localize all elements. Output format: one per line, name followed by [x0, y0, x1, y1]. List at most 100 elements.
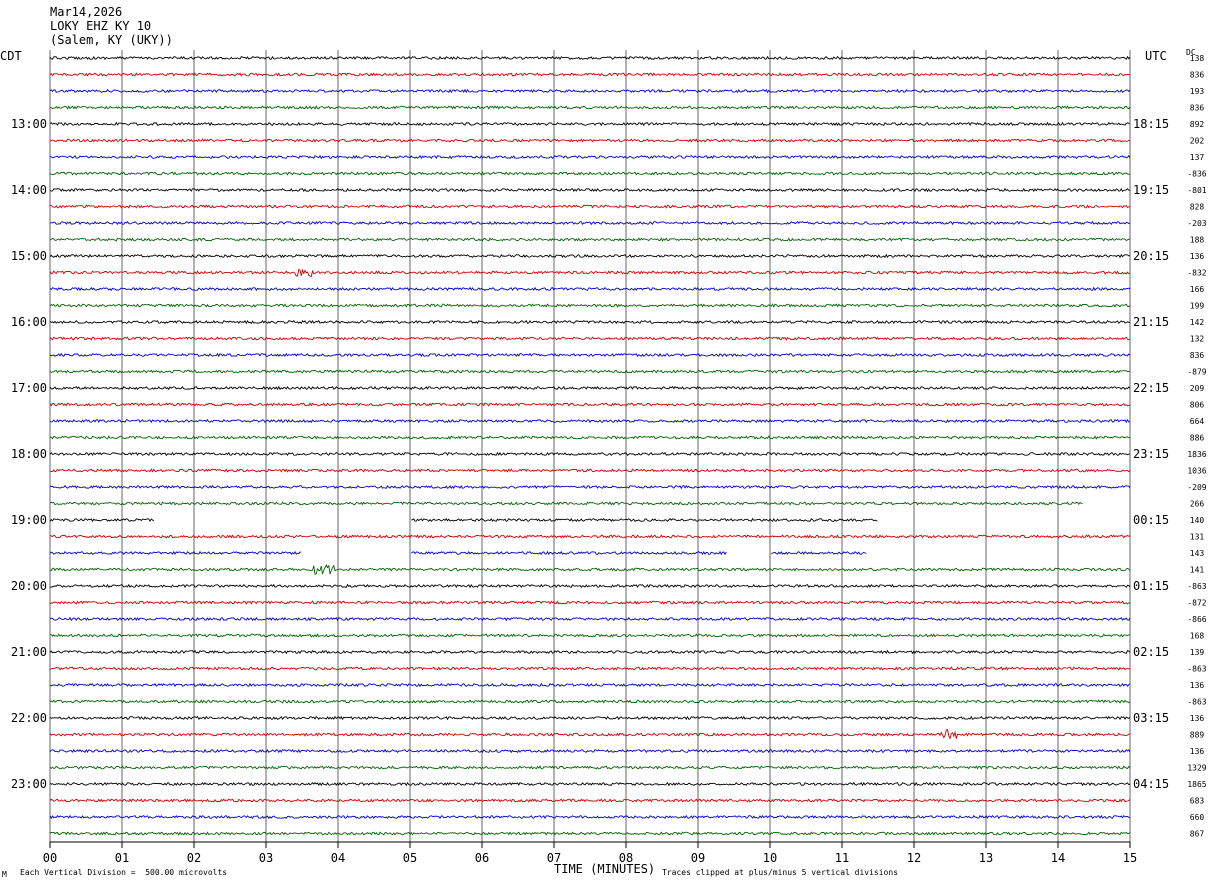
x-tick-label: 09 — [691, 851, 705, 865]
dc-offset-label: 683 — [1190, 797, 1205, 806]
dc-offset-label: -863 — [1187, 582, 1206, 591]
dc-offset-label: -832 — [1187, 269, 1206, 278]
x-tick-label: 03 — [259, 851, 273, 865]
right-hour-label: 19:15 — [1133, 183, 1169, 197]
dc-offset-label: -203 — [1187, 219, 1206, 228]
dc-header: DC — [1186, 48, 1196, 57]
right-hour-label: 01:15 — [1133, 579, 1169, 593]
seismic-trace-40 — [49, 715, 1131, 721]
dc-offset-label: 836 — [1190, 104, 1205, 113]
dc-offset-label: -209 — [1187, 483, 1206, 492]
dc-offset-label: 166 — [1190, 285, 1205, 294]
dc-offset-label: -801 — [1187, 186, 1206, 195]
left-timezone: CDT — [0, 49, 22, 63]
seismic-trace-8 — [49, 187, 1131, 193]
seismic-trace-47 — [49, 831, 1131, 836]
right-hour-label: 23:15 — [1133, 447, 1169, 461]
left-hour-label: 22:00 — [11, 711, 47, 725]
dc-offset-label: 1329 — [1187, 764, 1206, 773]
dc-offset-label: 892 — [1190, 120, 1205, 129]
seismic-trace-39 — [49, 699, 1131, 704]
seismic-trace-44 — [49, 781, 1131, 787]
x-tick-label: 08 — [619, 851, 633, 865]
seismic-trace-35 — [50, 633, 1131, 638]
x-tick-label: 04 — [331, 851, 345, 865]
dc-offset-label: -863 — [1187, 665, 1206, 674]
seismic-trace-4 — [49, 121, 1131, 127]
seismic-trace-37 — [49, 666, 1131, 671]
seismic-trace-45 — [49, 798, 1131, 803]
dc-offset-label: 209 — [1190, 384, 1205, 393]
dc-offset-label: 131 — [1190, 533, 1205, 542]
seismic-trace-29 — [49, 534, 1131, 539]
seismic-trace-15 — [49, 303, 1131, 308]
seismic-trace-26 — [49, 484, 1131, 490]
dc-offset-label: 1865 — [1187, 780, 1206, 789]
seismic-trace-22 — [49, 418, 1131, 424]
seismic-trace-34 — [49, 616, 1131, 622]
dc-offset-label: 199 — [1190, 302, 1205, 311]
dc-offset-label: 139 — [1190, 648, 1205, 657]
dc-offset-label: 806 — [1190, 401, 1205, 410]
x-tick-label: 15 — [1123, 851, 1137, 865]
dc-offset-label: 136 — [1190, 681, 1205, 690]
dc-offset-label: 664 — [1190, 417, 1205, 426]
right-hour-label: 20:15 — [1133, 249, 1169, 263]
left-hour-label: 17:00 — [11, 381, 47, 395]
seismic-trace-3 — [49, 105, 1131, 110]
seismic-trace-23 — [49, 435, 1131, 440]
dc-offset-label: -863 — [1187, 698, 1206, 707]
dc-offset-label: 836 — [1190, 351, 1205, 360]
dc-offset-label: 168 — [1190, 632, 1205, 641]
seismic-trace-0 — [49, 55, 1131, 61]
seismic-trace-18 — [49, 352, 1131, 358]
dc-offset-label: 188 — [1190, 236, 1205, 245]
x-tick-label: 13 — [979, 851, 993, 865]
x-tick-label: 00 — [43, 851, 57, 865]
right-hour-label: 00:15 — [1133, 513, 1169, 527]
x-tick-label: 01 — [115, 851, 129, 865]
seismic-trace-7 — [49, 171, 1131, 176]
seismic-trace-24 — [49, 451, 1131, 457]
left-hour-label: 21:00 — [11, 645, 47, 659]
dc-offset-label: 136 — [1190, 747, 1205, 756]
dc-offset-label: 136 — [1190, 252, 1205, 261]
dc-offset-label: 836 — [1190, 71, 1205, 80]
dc-offset-label: -836 — [1187, 170, 1206, 179]
seismic-trace-20 — [49, 385, 1131, 391]
seismic-trace-2 — [49, 88, 1131, 94]
seismic-trace-32 — [49, 583, 1131, 589]
seismic-trace-27 — [49, 501, 1083, 506]
clip-note: Traces clipped at plus/minus 5 vertical … — [662, 868, 899, 877]
right-hour-label: 03:15 — [1133, 711, 1169, 725]
chart-date: Mar14,2026 — [50, 5, 123, 19]
dc-offset-label: 828 — [1190, 203, 1205, 212]
scale-mark: M — [2, 870, 7, 879]
left-hour-label: 19:00 — [11, 513, 47, 527]
scale-note: Each Vertical Division = 500.00 microvol… — [20, 868, 228, 877]
seismic-trace-10 — [50, 220, 1131, 226]
dc-offset-label: 1836 — [1187, 450, 1206, 459]
seismic-trace-41 — [49, 729, 1131, 740]
left-hour-label: 15:00 — [11, 249, 47, 263]
dc-offset-label: -866 — [1187, 615, 1206, 624]
seismic-trace-31 — [49, 563, 1131, 576]
seismic-trace-28 — [49, 517, 878, 523]
right-hour-label: 21:15 — [1133, 315, 1169, 329]
left-hour-label: 23:00 — [11, 777, 47, 791]
dc-offset-label: 138 — [1190, 54, 1205, 63]
dc-offset-label: 266 — [1190, 500, 1205, 509]
dc-offset-label: -872 — [1187, 599, 1206, 608]
right-hour-label: 18:15 — [1133, 117, 1169, 131]
dc-offset-label: 202 — [1190, 137, 1205, 146]
dc-offset-label: 142 — [1190, 318, 1205, 327]
dc-offset-label: 1036 — [1187, 467, 1206, 476]
dc-offset-label: 886 — [1190, 434, 1205, 443]
right-hour-label: 02:15 — [1133, 645, 1169, 659]
seismic-trace-12 — [49, 253, 1130, 259]
station-location: (Salem, KY (UKY)) — [50, 33, 173, 47]
dc-offset-label: -879 — [1187, 368, 1206, 377]
dc-offset-label: 136 — [1190, 714, 1205, 723]
x-tick-label: 02 — [187, 851, 201, 865]
